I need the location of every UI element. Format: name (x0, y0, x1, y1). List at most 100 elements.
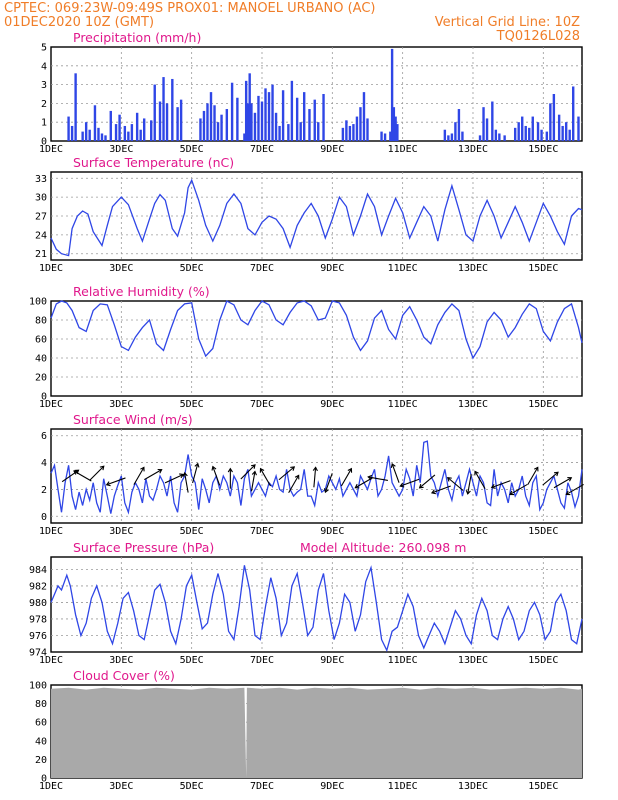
x-tick-label: 5DEC (180, 399, 204, 410)
wind-arrow (565, 483, 584, 496)
precip-bar (313, 99, 316, 141)
precip-bar (158, 101, 162, 141)
precip-bar (199, 118, 202, 141)
precip-bar (88, 129, 91, 141)
y-tick-label: 984 (29, 565, 47, 576)
x-tick-label: 13DEC (458, 263, 488, 274)
y-tick-label: 978 (29, 614, 47, 625)
precip-bar (380, 131, 383, 141)
precip-bar (549, 103, 552, 141)
x-tick-label: 11DEC (388, 144, 418, 155)
precip-bar (264, 88, 267, 141)
wind-arrow (164, 473, 185, 484)
wind-arrow (553, 476, 573, 489)
precip-bar (394, 116, 397, 141)
precip-bar (230, 82, 234, 141)
precip-bar (165, 103, 169, 141)
precip-bar (443, 129, 447, 141)
x-tick-label: 15DEC (528, 655, 558, 666)
panels-group: 1DEC 3DEC 5DEC 7DEC 9DEC 11DEC 13DEC 15DEC 0 1 2 3 4… (29, 30, 584, 792)
precip-bar (220, 114, 223, 141)
precip-bar (482, 107, 485, 141)
precip-bar (274, 112, 278, 141)
panel-title: Surface Pressure (hPa) (73, 540, 214, 555)
x-tick-label: 1DEC (39, 263, 63, 274)
x-tick-label: 9DEC (320, 655, 344, 666)
x-tick-label: 3DEC (109, 655, 133, 666)
precip-bar (100, 133, 104, 141)
y-tick-label: 24 (35, 230, 47, 241)
wind-arrow (490, 480, 511, 489)
x-tick-label: 15DEC (528, 526, 558, 537)
x-tick-label: 5DEC (180, 526, 204, 537)
wind-arrow (288, 474, 300, 493)
x-tick-label: 7DEC (250, 526, 274, 537)
y-tick-label: 20 (35, 755, 47, 766)
y-tick-label: 974 (29, 648, 47, 659)
wind-arrow (465, 474, 472, 495)
precip-bar (461, 131, 464, 141)
y-tick-label: 60 (35, 335, 47, 346)
panel-frame (50, 556, 583, 653)
x-tick-label: 9DEC (320, 263, 344, 274)
precip-bar (552, 94, 556, 141)
precip-bar (257, 95, 260, 141)
y-tick-label: 2 (41, 99, 47, 110)
precip-bar (250, 103, 253, 141)
y-tick-label: 0 (41, 137, 47, 148)
x-tick-label: 7DEC (250, 781, 274, 792)
precip-bar (491, 101, 494, 141)
precip-bar (517, 122, 520, 141)
x-tick-label: 1DEC (39, 144, 63, 155)
precip-bar (84, 122, 88, 141)
x-tick-label: 1DEC (39, 399, 63, 410)
y-tick-label: 980 (29, 598, 47, 609)
x-tick-label: 11DEC (388, 655, 418, 666)
panel-frame (50, 46, 583, 142)
x-tick-label: 3DEC (109, 526, 133, 537)
precip-bar (248, 73, 251, 141)
series-line (50, 565, 583, 653)
wind-arrow (211, 465, 221, 486)
panel-title: Relative Humidity (%) (73, 284, 210, 299)
precip-bar (521, 116, 524, 141)
wind-arrow (312, 466, 318, 488)
wind-arrow (182, 471, 189, 493)
y-tick-label: 4 (41, 458, 47, 469)
x-tick-label: 7DEC (250, 263, 274, 274)
wind-arrow (542, 471, 559, 486)
x-tick-label: 15DEC (528, 399, 558, 410)
precip-bar (253, 112, 257, 141)
wind-arrow (474, 470, 486, 489)
precip-bar (267, 92, 271, 141)
header-model-id: TQ0126L028 (496, 29, 580, 44)
panel-subtitle: Model Altitude: 260.098 m (300, 540, 466, 555)
y-tick-label: 40 (35, 354, 47, 365)
precip-bar (236, 97, 239, 141)
series-line (50, 178, 583, 257)
precip-bar (109, 110, 112, 141)
wind-arrow (340, 467, 353, 487)
y-tick-label: 2 (41, 485, 47, 496)
x-tick-label: 5DEC (180, 781, 204, 792)
y-tick-label: 6 (41, 431, 47, 442)
wind-arrow (527, 466, 539, 485)
cloud-area (51, 687, 582, 778)
x-tick-label: 13DEC (458, 144, 488, 155)
precip-bar (528, 127, 531, 141)
wind-arrow (390, 462, 400, 483)
y-tick-label: 5 (41, 43, 47, 54)
precip-bar (536, 122, 540, 141)
precip-bar (290, 80, 294, 141)
precip-bar (390, 48, 394, 141)
wind-arrow (73, 470, 92, 482)
precip-bar (362, 92, 366, 141)
x-tick-label: 5DEC (180, 655, 204, 666)
panel-3: 1DEC 3DEC 5DEC 7DEC 9DEC 11DEC 13DEC 15DEC 0 2 4 6 S… (39, 412, 584, 537)
x-tick-label: 1DEC (39, 781, 63, 792)
wind-arrow (354, 477, 373, 489)
wind-arrow (399, 478, 420, 488)
y-tick-label: 30 (35, 193, 47, 204)
precip-bar (246, 103, 250, 141)
x-tick-label: 15DEC (528, 144, 558, 155)
